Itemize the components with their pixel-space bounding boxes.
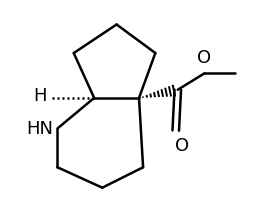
Text: H: H — [34, 87, 47, 105]
Text: O: O — [197, 49, 211, 67]
Text: HN: HN — [26, 120, 53, 137]
Text: O: O — [175, 137, 189, 155]
